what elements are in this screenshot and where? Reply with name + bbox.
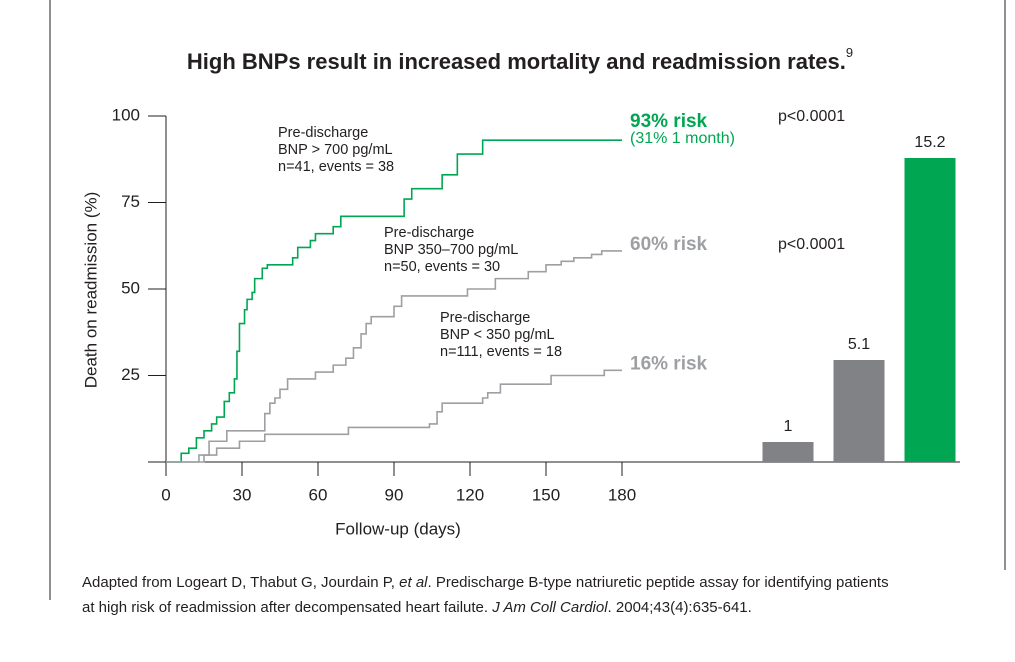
bar-value-label: 5.1: [848, 336, 870, 353]
title-text: High BNPs result in increased mortality …: [187, 49, 846, 74]
p-value: p<0.0001: [778, 108, 845, 125]
footnote-part: et al: [399, 574, 428, 591]
risk-note: (31% 1 month): [630, 130, 735, 147]
y-tick-label: 50: [121, 278, 140, 297]
bar: [833, 360, 885, 462]
x-tick-label: 60: [309, 485, 328, 504]
bar: [762, 442, 814, 462]
x-tick-label: 0: [161, 485, 170, 504]
footnote-part: . 2004;43(4):635-641.: [607, 599, 752, 616]
series-label: n=50, events = 30: [384, 259, 500, 275]
x-tick-label: 120: [456, 485, 484, 504]
x-tick-label: 30: [233, 485, 252, 504]
km-curve: [166, 139, 622, 463]
series-label: n=41, events = 38: [278, 159, 394, 175]
risk-label: 93% risk: [630, 111, 708, 132]
bar-value-label: 1: [784, 418, 793, 435]
bar-value-label: 15.2: [914, 134, 945, 151]
p-value: p<0.0001: [778, 236, 845, 253]
y-tick-label: 25: [121, 365, 140, 384]
footnote-part: J Am Coll Cardiol: [492, 599, 608, 616]
x-tick-label: 180: [608, 485, 636, 504]
y-tick-label: 75: [121, 192, 140, 211]
series-label: BNP 350–700 pg/mL: [384, 242, 518, 258]
y-axis-label: Death on readmission (%): [81, 192, 100, 389]
footnote-part: Adapted from Logeart D, Thabut G, Jourda…: [82, 574, 400, 591]
risk-label: 60% risk: [630, 234, 708, 255]
series-label: Pre-discharge: [384, 225, 474, 241]
footnote-part: . Predischarge B-type natriuretic peptid…: [82, 574, 889, 616]
y-tick-label: 100: [112, 105, 140, 124]
km-curve: [166, 369, 622, 463]
x-tick-label: 90: [385, 485, 404, 504]
series-label: BNP < 350 pg/mL: [440, 327, 555, 343]
series-label: n=111, events = 18: [440, 344, 562, 360]
risk-label: 16% risk: [630, 353, 708, 374]
series-label: Pre-discharge: [440, 310, 530, 326]
x-tick-label: 150: [532, 485, 560, 504]
series-label: BNP > 700 pg/mL: [278, 142, 393, 158]
footnote: Adapted from Logeart D, Thabut G, Jourda…: [82, 570, 902, 620]
chart-title: High BNPs result in increased mortality …: [187, 45, 853, 73]
title-ref: 9: [846, 45, 853, 60]
series-label: Pre-discharge: [278, 125, 368, 141]
x-axis-label: Follow-up (days): [335, 519, 461, 538]
bar: [904, 158, 956, 462]
km-curve: [166, 250, 622, 463]
